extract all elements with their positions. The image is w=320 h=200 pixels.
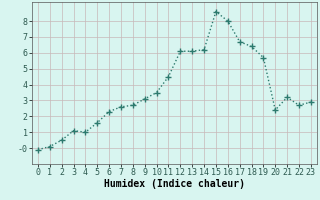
- X-axis label: Humidex (Indice chaleur): Humidex (Indice chaleur): [104, 179, 245, 189]
